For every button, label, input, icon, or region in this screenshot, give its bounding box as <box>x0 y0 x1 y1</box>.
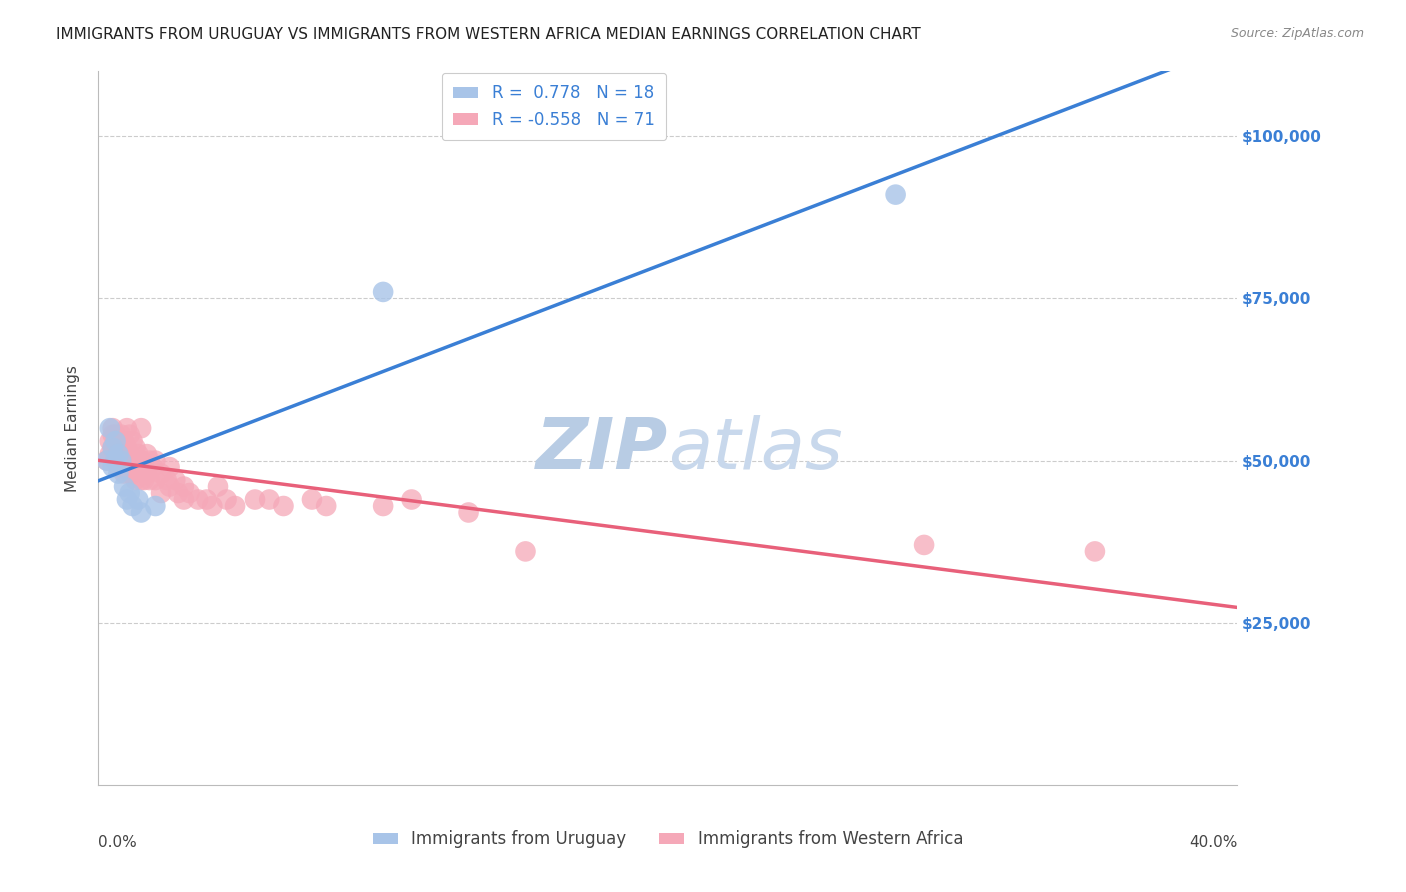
Point <box>159 460 181 475</box>
Point <box>101 427 124 442</box>
Point <box>104 427 127 442</box>
Point <box>110 427 132 442</box>
Point <box>159 479 181 493</box>
Point <box>373 499 395 513</box>
Point <box>112 479 135 493</box>
Point <box>195 492 218 507</box>
Point <box>243 492 266 507</box>
Point <box>273 499 295 513</box>
Point <box>207 479 229 493</box>
Text: Source: ZipAtlas.com: Source: ZipAtlas.com <box>1230 27 1364 40</box>
Point <box>138 453 160 467</box>
Point <box>98 434 121 449</box>
Point <box>215 492 238 507</box>
Point <box>118 447 141 461</box>
Point <box>135 447 157 461</box>
Text: atlas: atlas <box>668 415 842 484</box>
Point <box>124 460 146 475</box>
Point <box>115 453 138 467</box>
Point <box>129 421 152 435</box>
Point <box>187 492 209 507</box>
Point <box>115 441 138 455</box>
Point <box>110 453 132 467</box>
Point <box>127 460 149 475</box>
Point <box>121 499 143 513</box>
Point <box>121 434 143 449</box>
Point <box>107 467 129 481</box>
Point <box>101 421 124 435</box>
Point <box>110 441 132 455</box>
Point <box>104 453 127 467</box>
Point <box>515 544 537 558</box>
Point <box>129 506 152 520</box>
Point <box>167 486 190 500</box>
Point <box>401 492 423 507</box>
Point <box>115 421 138 435</box>
Point <box>101 460 124 475</box>
Point <box>104 441 127 455</box>
Point <box>165 473 187 487</box>
Point <box>129 453 152 467</box>
Point <box>118 467 141 481</box>
Point <box>118 486 141 500</box>
Point <box>112 434 135 449</box>
Text: ZIP: ZIP <box>536 415 668 484</box>
Point <box>112 467 135 481</box>
Point <box>173 479 195 493</box>
Point <box>118 427 141 442</box>
Point <box>96 453 118 467</box>
Point <box>107 460 129 475</box>
Point <box>115 492 138 507</box>
Point <box>912 538 935 552</box>
Point <box>107 434 129 449</box>
Text: 0.0%: 0.0% <box>98 835 138 850</box>
Point <box>315 499 337 513</box>
Point <box>132 473 155 487</box>
Point <box>373 285 395 299</box>
Point <box>98 421 121 435</box>
Point <box>259 492 281 507</box>
Point <box>457 506 479 520</box>
Point <box>145 499 167 513</box>
Point <box>301 492 323 507</box>
Point <box>104 453 127 467</box>
Point <box>112 447 135 461</box>
Point <box>150 467 173 481</box>
Point <box>132 460 155 475</box>
Point <box>179 486 201 500</box>
Point <box>150 486 173 500</box>
Point <box>145 473 167 487</box>
Point <box>124 441 146 455</box>
Point <box>156 473 179 487</box>
Point <box>129 473 152 487</box>
Point <box>96 453 118 467</box>
Point <box>101 441 124 455</box>
Y-axis label: Median Earnings: Median Earnings <box>65 365 80 491</box>
Point <box>145 453 167 467</box>
Point <box>127 492 149 507</box>
Point <box>121 467 143 481</box>
Text: IMMIGRANTS FROM URUGUAY VS IMMIGRANTS FROM WESTERN AFRICA MEDIAN EARNINGS CORREL: IMMIGRANTS FROM URUGUAY VS IMMIGRANTS FR… <box>56 27 921 42</box>
Point <box>884 187 907 202</box>
Text: 40.0%: 40.0% <box>1189 835 1237 850</box>
Point <box>141 460 163 475</box>
Point <box>121 453 143 467</box>
Point <box>101 441 124 455</box>
Point <box>104 434 127 449</box>
Point <box>1084 544 1107 558</box>
Point <box>138 473 160 487</box>
Point <box>127 447 149 461</box>
Point <box>107 447 129 461</box>
Point <box>107 447 129 461</box>
Point <box>124 473 146 487</box>
Point <box>98 447 121 461</box>
Point <box>173 492 195 507</box>
Legend: Immigrants from Uruguay, Immigrants from Western Africa: Immigrants from Uruguay, Immigrants from… <box>366 824 970 855</box>
Point <box>135 467 157 481</box>
Point <box>224 499 246 513</box>
Point <box>201 499 224 513</box>
Point <box>110 453 132 467</box>
